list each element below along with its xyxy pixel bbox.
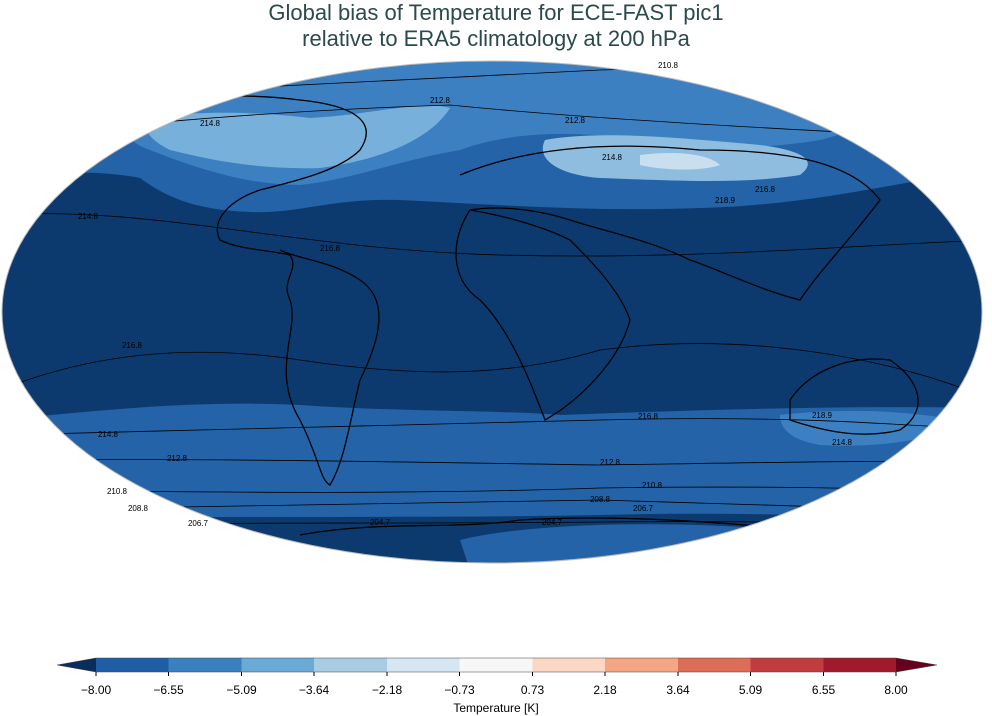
contour-label: 214.8 [832, 438, 853, 447]
contour-label: 216.8 [755, 185, 776, 194]
field-band [640, 153, 720, 170]
contour-label: 214.8 [98, 430, 119, 439]
colorbar-tick-label: −6.55 [153, 683, 184, 697]
contour-label: 214.8 [78, 212, 99, 221]
contour-label: 216.8 [122, 341, 143, 350]
colorbar-segment [750, 658, 824, 672]
field-band [780, 410, 960, 446]
colorbar-tick-label: −2.18 [372, 683, 403, 697]
map-border [1, 60, 983, 564]
contour-label: 212.8 [565, 116, 586, 125]
contour-label: 214.8 [200, 119, 221, 128]
contour-labels: 210.8 212.8 214.8 212.8 214.8 216.8 218.9 214.8… [78, 61, 853, 528]
contour-label: 216.8 [320, 244, 341, 253]
contour-label: 210.8 [107, 487, 128, 496]
contour-label: 212.8 [600, 458, 621, 467]
contour-label: 208.8 [128, 504, 149, 513]
contour-label: 206.7 [633, 504, 654, 513]
title-line: relative to ERA5 climatology at 200 hPa [302, 26, 690, 51]
contour-label: 212.8 [430, 96, 451, 105]
colorbar-extend [57, 658, 96, 672]
colorbar-segment [168, 658, 242, 672]
colorbar-label: Temperature [K] [453, 701, 538, 715]
contour-label: 216.8 [638, 412, 659, 421]
colorbar-tick-label: −3.64 [299, 683, 330, 697]
field-band [2, 403, 982, 520]
colorbar-tick-label: 8.00 [884, 683, 908, 697]
contour-label: 206.7 [188, 519, 209, 528]
colorbar-extend [896, 658, 937, 672]
coastlines [109, 95, 951, 561]
field-band [146, 105, 450, 169]
contour-label: 212.8 [167, 454, 188, 463]
colorbar-segment [605, 658, 678, 672]
colorbar-tick-label: 0.73 [521, 683, 545, 697]
contour-label: 210.8 [642, 481, 663, 490]
colorbar-segment [96, 658, 169, 672]
colorbar-tick-label: 6.55 [812, 683, 836, 697]
colorbar-tick-label: 3.64 [666, 683, 690, 697]
contour-label: 204.7 [370, 518, 391, 527]
colorbar-segment [387, 658, 460, 672]
colorbar-tick-label: −0.73 [444, 683, 475, 697]
contour-label: 204.7 [542, 518, 563, 527]
colorbar-segment [241, 658, 314, 672]
colorbar-segment [459, 658, 533, 672]
contour-label: 214.8 [602, 153, 623, 162]
colorbar-segment [532, 658, 605, 672]
contour-label: 218.9 [812, 411, 833, 420]
colorbar: −8.00 −6.55 −5.09 −3.64 −2.18 −0.73 0.73 2.18 3.… [56, 657, 938, 697]
colorbar-tick-label: 2.18 [593, 683, 617, 697]
contour-label: 210.8 [658, 61, 679, 70]
contour-label: 208.8 [590, 495, 611, 504]
colorbar-segment [823, 658, 896, 672]
title-line: Global bias of Temperature for ECE-FAST … [268, 0, 723, 25]
colorbar-segment [678, 658, 751, 672]
colorbar-tick-label: −5.09 [226, 683, 257, 697]
colorbar-segment [314, 658, 387, 672]
colorbar-tick-label: −8.00 [81, 683, 112, 697]
contour-label: 218.9 [715, 196, 736, 205]
colorbar-tick-label: 5.09 [739, 683, 763, 697]
